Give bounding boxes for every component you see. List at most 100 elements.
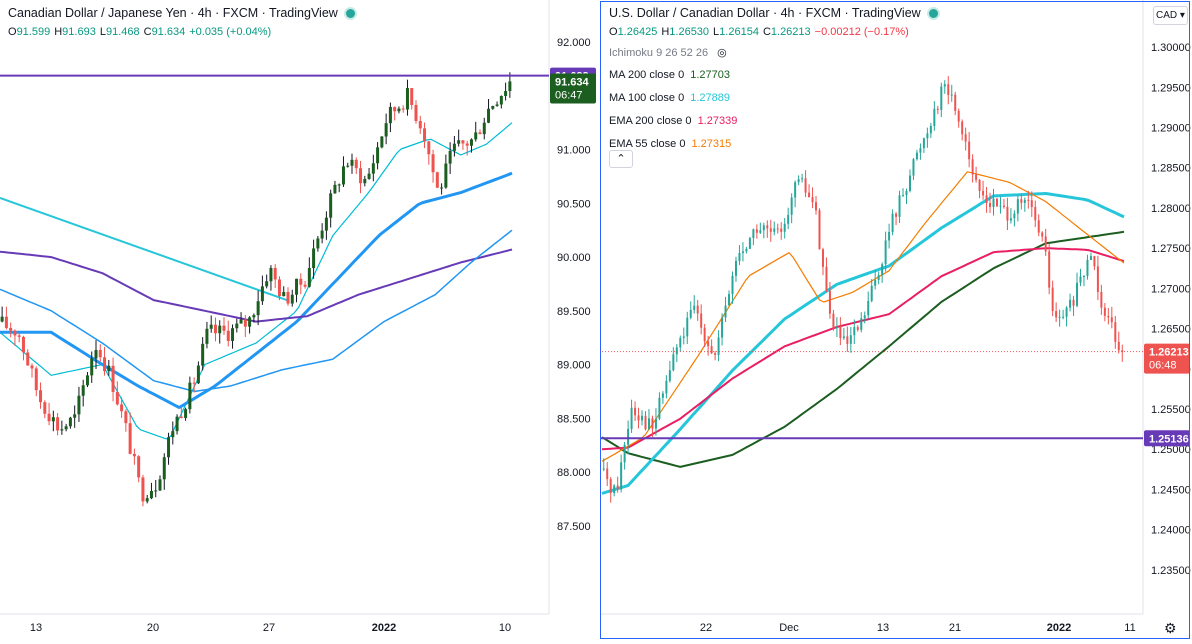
candle-body	[171, 431, 175, 438]
candle	[85, 372, 89, 388]
candle	[1030, 191, 1033, 217]
usdcad-chart-pane[interactable]: 1.30000 1.29500 1.29000 1.28500 1.28000 1.275…	[600, 0, 1192, 644]
candle-body	[616, 485, 619, 490]
indicator-row[interactable]: MA 100 close 0 1.27889	[609, 92, 730, 104]
ohlc-key: L	[713, 26, 720, 38]
candle	[487, 99, 491, 124]
candle	[303, 280, 307, 289]
candle-body	[971, 159, 974, 175]
candle-body	[154, 490, 158, 492]
cadjpy-chart[interactable]: 92.00091.50091.00090.50090.00089.50089.0…	[0, 0, 598, 644]
candle-body	[1107, 315, 1110, 318]
candle-body	[149, 490, 153, 499]
ohlc-value: 1.26213	[770, 26, 811, 38]
hidden-eye-icon[interactable]: ◎	[714, 47, 727, 59]
candle	[978, 179, 981, 199]
price-tick-label: 1.28000	[1151, 203, 1191, 215]
collapse-legend-button[interactable]: ⌃	[609, 150, 633, 168]
candle	[401, 105, 405, 113]
price-tick-label: 87.500	[557, 521, 591, 533]
candle	[961, 119, 964, 141]
candle-body	[371, 163, 375, 174]
candle	[273, 264, 277, 289]
candle-body	[175, 416, 179, 432]
candle	[936, 105, 939, 115]
price-tick-label: 1.26500	[1151, 324, 1191, 336]
trend-line[interactable]	[0, 197, 288, 302]
candle	[115, 381, 119, 406]
candle	[171, 421, 175, 445]
ohlc-key: H	[54, 26, 63, 38]
candle	[748, 236, 751, 250]
candle-body	[821, 249, 824, 267]
candle	[804, 170, 807, 198]
candle	[710, 339, 713, 355]
candle	[957, 108, 960, 128]
candle	[707, 335, 710, 356]
candle	[1093, 255, 1096, 271]
candle-body	[898, 195, 901, 217]
candle-body	[682, 336, 685, 338]
bar-countdown-label: 06:48	[1149, 360, 1177, 372]
candle-body	[811, 197, 814, 203]
candle	[794, 180, 797, 208]
candle	[1117, 331, 1120, 354]
candle-body	[324, 217, 328, 231]
candle	[700, 304, 703, 335]
candle-body	[710, 346, 713, 354]
cadjpy-chart-pane[interactable]: 92.00091.50091.00090.50090.00089.50089.0…	[0, 0, 598, 644]
candle-body	[978, 179, 981, 192]
usdcad-title-text: U.S. Dollar / Canadian Dollar · 4h · FXC…	[609, 6, 921, 20]
candle-body	[260, 286, 264, 302]
candle-body	[1041, 232, 1044, 237]
indicator-value: 1.27889	[690, 92, 730, 104]
candle-body	[999, 205, 1002, 207]
candle	[162, 453, 166, 490]
candle-body	[1072, 299, 1075, 306]
candle-body	[975, 174, 978, 180]
candle	[679, 335, 682, 352]
candle-body	[73, 414, 77, 418]
candle	[277, 276, 281, 301]
candle-body	[77, 395, 81, 415]
ohlc-key: C	[762, 26, 771, 38]
candle-body	[634, 407, 637, 416]
candle	[491, 105, 495, 110]
indicator-row[interactable]: MA 200 close 0 1.27703	[609, 69, 730, 81]
indicator-row[interactable]: EMA 200 close 0 1.27339	[609, 115, 737, 127]
currency-select[interactable]: CAD ▾	[1153, 6, 1188, 25]
moving-average-line	[601, 247, 1125, 451]
ohlc-key: O	[8, 26, 17, 38]
candle	[0, 306, 4, 323]
candle-body	[60, 429, 64, 431]
cadjpy-title: Canadian Dollar / Japanese Yen · 4h · FX…	[8, 6, 355, 20]
candle	[968, 131, 971, 168]
candle	[167, 432, 171, 465]
candle	[609, 477, 612, 503]
candle	[1065, 306, 1068, 327]
candle-body	[665, 380, 668, 394]
horizontal-level-label-bg	[1144, 430, 1190, 447]
candle-body	[1009, 218, 1012, 221]
usdcad-title: U.S. Dollar / Canadian Dollar · 4h · FXC…	[609, 6, 938, 20]
candle	[964, 127, 967, 151]
indicator-row[interactable]: EMA 55 close 0 1.27315	[609, 138, 731, 150]
cadjpy-title-text: Canadian Dollar / Japanese Yen · 4h · FX…	[8, 6, 338, 20]
usdcad-chart[interactable]: 1.30000 1.29500 1.29000 1.28500 1.28000 1.275…	[600, 0, 1192, 644]
candle-body	[780, 228, 783, 232]
candle	[282, 286, 286, 297]
candle	[444, 154, 448, 189]
indicator-value: 1.27703	[690, 69, 730, 81]
candle-body	[367, 173, 371, 179]
candle-body	[115, 392, 119, 405]
candle	[665, 375, 668, 399]
candle-body	[672, 354, 675, 371]
candle-body	[762, 225, 765, 231]
settings-gear-icon[interactable]: ⚙	[1164, 620, 1177, 636]
candle	[1037, 214, 1040, 237]
candle	[380, 136, 384, 149]
candle-body	[307, 268, 311, 287]
indicator-row[interactable]: Ichimoku 9 26 52 26 ◎	[609, 46, 727, 59]
candle-body	[1069, 299, 1072, 308]
candle-body	[1093, 256, 1096, 267]
